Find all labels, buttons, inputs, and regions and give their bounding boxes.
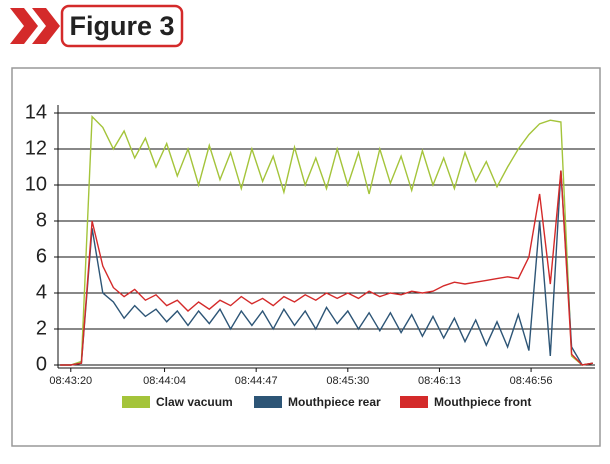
legend-swatch — [122, 396, 150, 408]
title-box — [60, 4, 184, 48]
chart-title: Figure 3 — [69, 11, 174, 41]
legend-label: Mouthpiece front — [434, 395, 531, 409]
series-line — [60, 170, 594, 366]
legend-label: Mouthpiece rear — [288, 395, 381, 409]
series-line — [60, 170, 594, 366]
legend-swatch — [400, 396, 428, 408]
legend-swatch — [254, 396, 282, 408]
y-tick-label: 4 — [36, 281, 47, 303]
x-tick-label: 08:44:04 — [143, 375, 186, 387]
y-tick-label: 6 — [36, 245, 47, 267]
y-tick-label: 8 — [36, 209, 47, 231]
series-line — [60, 114, 594, 366]
x-tick-label: 08:45:30 — [326, 375, 369, 387]
y-tick-label: 14 — [25, 101, 47, 123]
legend-label: Claw vacuum — [156, 395, 233, 409]
y-tick-label: 12 — [25, 137, 47, 159]
x-tick-label: 08:46:56 — [510, 375, 553, 387]
x-tick-label: 08:43:20 — [49, 375, 92, 387]
x-tick-label: 08:44:47 — [235, 375, 278, 387]
y-tick-label: 2 — [36, 317, 47, 339]
y-tick-label: 0 — [36, 353, 47, 375]
y-tick-label: 10 — [25, 173, 47, 195]
chevrons — [10, 8, 60, 44]
x-tick-label: 08:46:13 — [418, 375, 461, 387]
